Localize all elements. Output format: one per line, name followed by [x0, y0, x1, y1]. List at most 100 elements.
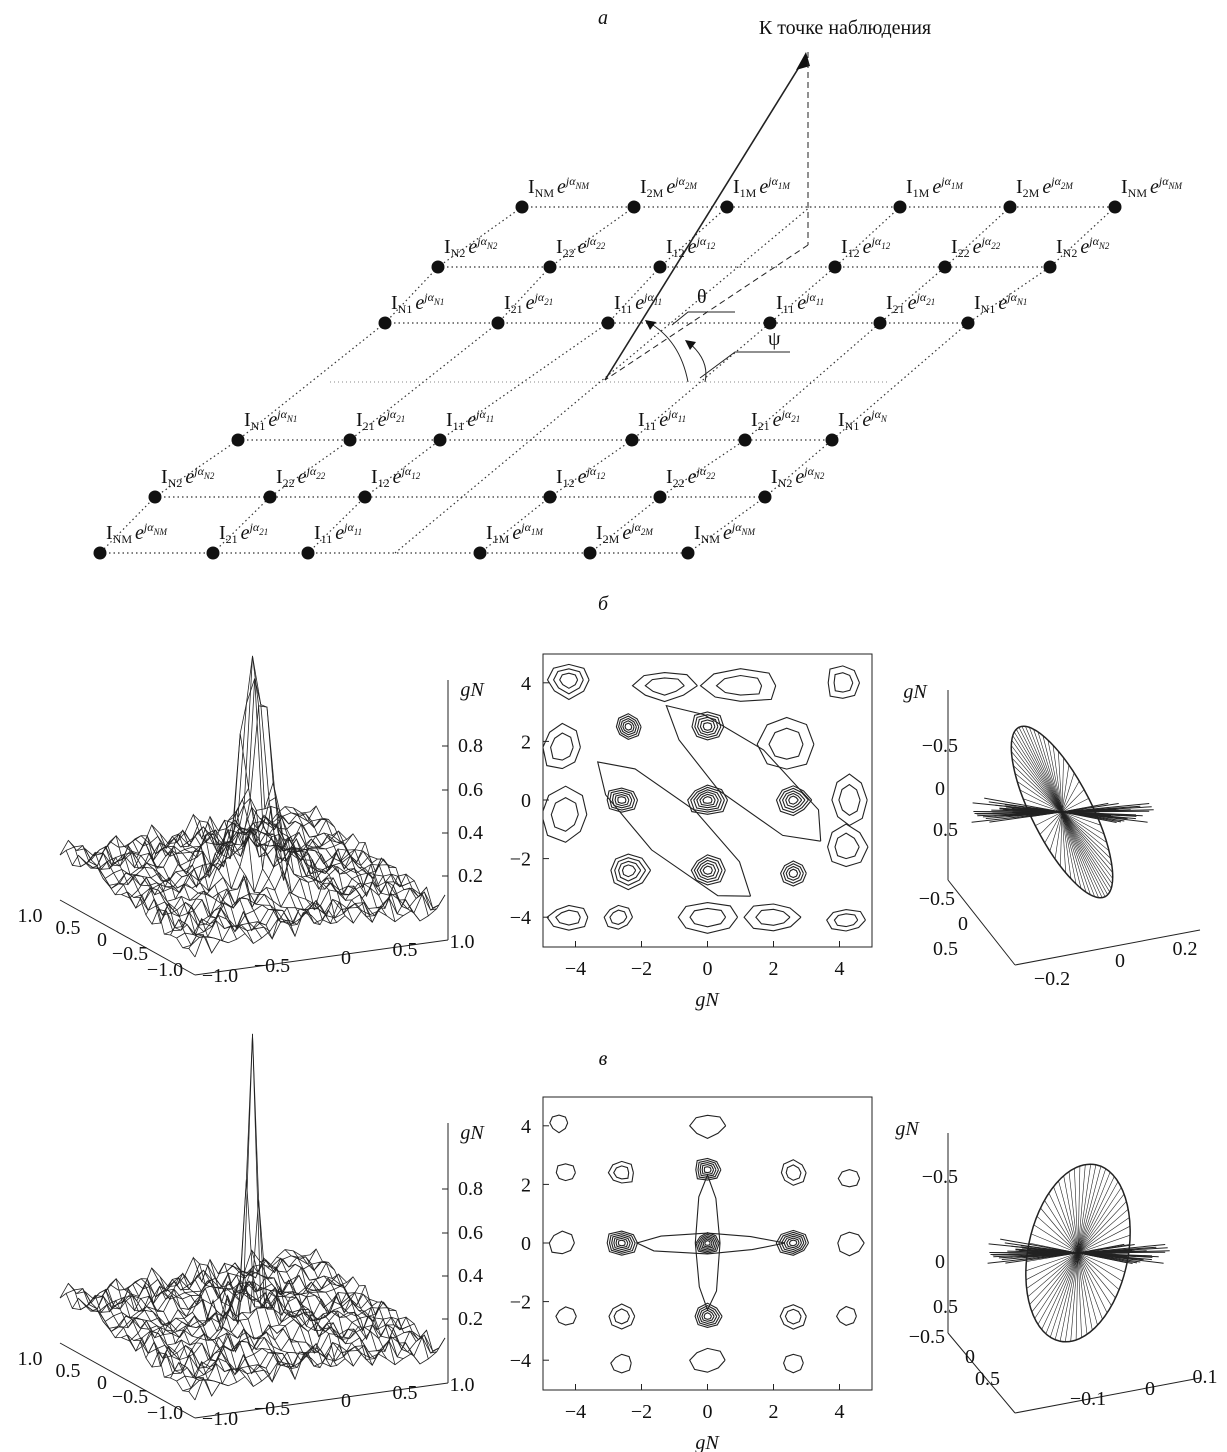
- contour-line: [704, 1313, 711, 1320]
- array-element: [94, 547, 107, 560]
- phase-index: 21: [791, 414, 800, 424]
- phase-symbol: jα: [585, 234, 597, 248]
- exp-symbol: e: [622, 522, 631, 544]
- y-tick-label: 4: [521, 1116, 531, 1138]
- pattern-mesh: [1062, 812, 1112, 884]
- phase-symbol: jα: [474, 407, 486, 421]
- current-index: 21: [758, 419, 770, 433]
- element-label: INMejαNM: [528, 174, 590, 200]
- current-index: 21: [893, 302, 905, 316]
- leader-line: [700, 352, 790, 378]
- array-element: [1004, 201, 1017, 214]
- contour-line: [777, 786, 812, 816]
- exp-symbol: e: [908, 292, 917, 314]
- front-tick-label: −0.2: [1034, 968, 1070, 990]
- x-tick-label: 4: [835, 1401, 845, 1423]
- current-index: 21: [511, 302, 523, 316]
- contour-line: [703, 723, 712, 731]
- phase-index: NM: [575, 181, 590, 191]
- array-element: [359, 491, 372, 504]
- array-element: [344, 434, 357, 447]
- contour-line: [549, 1231, 574, 1254]
- contour-line: [609, 1304, 635, 1329]
- current-index: NM: [701, 532, 721, 546]
- contour-line: [786, 867, 800, 881]
- current-symbol: I: [444, 236, 451, 258]
- current-index: 11: [621, 302, 633, 316]
- phase-symbol: jα: [695, 464, 707, 478]
- contour-line: [757, 718, 814, 770]
- element-label: INMejαNM: [694, 520, 756, 546]
- phase-symbol: jα: [870, 234, 882, 248]
- contour-line: [554, 669, 584, 694]
- contour-line: [556, 1164, 575, 1181]
- current-symbol: I: [974, 292, 981, 314]
- phase-symbol: jα: [400, 464, 412, 478]
- array-element: [1044, 261, 1057, 274]
- exp-symbol: e: [512, 522, 521, 544]
- exp-symbol: e: [557, 176, 566, 198]
- contour-line: [838, 1170, 859, 1187]
- current-symbol: I: [694, 522, 701, 544]
- contour-line: [786, 1165, 801, 1180]
- surface-mesh: [293, 1251, 428, 1359]
- contour-line: [542, 786, 587, 842]
- phase-symbol: jα: [673, 174, 685, 188]
- phase-symbol: jα: [385, 407, 397, 421]
- current-index: 12: [848, 246, 860, 260]
- current-symbol: I: [556, 466, 563, 488]
- contour-line: [610, 790, 635, 810]
- phase-index: 1M: [531, 527, 544, 537]
- contour-line: [614, 1309, 629, 1324]
- element-label: INMejαNM: [1121, 174, 1183, 200]
- front-tick-label: 0.1: [1193, 1366, 1218, 1388]
- z-tick-label: 0.8: [458, 735, 483, 757]
- contour-line: [690, 908, 726, 926]
- current-index: 2M: [1023, 186, 1040, 200]
- contour-line: [701, 669, 776, 702]
- current-index: 1M: [740, 186, 757, 200]
- exp-symbol: e: [468, 236, 477, 258]
- current-index: 21: [363, 419, 375, 433]
- contour-line: [560, 673, 578, 688]
- phase-index: 11: [816, 297, 824, 307]
- figure: а К точке наблюдения θ ψ б в INMejαNMI2M…: [0, 0, 1227, 1452]
- z-tick-label: 0: [935, 1251, 945, 1273]
- front-tick-label: −1.0: [202, 1408, 238, 1430]
- pattern-mesh: [1014, 732, 1062, 812]
- current-symbol: I: [638, 409, 645, 431]
- element-label: I22ejα22: [276, 464, 326, 490]
- exp-symbol: e: [298, 466, 307, 488]
- array-element: [149, 491, 162, 504]
- element-label: I12ejα12: [841, 234, 891, 260]
- phase-index: N1: [1016, 297, 1028, 307]
- array-element: [602, 317, 615, 330]
- element-label: I21ejα21: [751, 407, 800, 433]
- exp-symbol: e: [135, 522, 144, 544]
- front-tick-label: 1.0: [450, 931, 475, 953]
- current-symbol: I: [556, 236, 563, 258]
- contour-line: [834, 673, 853, 692]
- array-element: [764, 317, 777, 330]
- exp-symbol: e: [688, 466, 697, 488]
- contour-line: [834, 914, 857, 927]
- exp-symbol: e: [578, 466, 587, 488]
- element-label: IN2ejαN2: [161, 464, 215, 490]
- front-tick-label: −0.1: [1070, 1388, 1106, 1410]
- exp-symbol: e: [1080, 236, 1089, 258]
- element-label: I11ejα11: [446, 407, 494, 433]
- contour-line: [789, 869, 798, 877]
- phase-symbol: jα: [629, 520, 641, 534]
- contour-line: [703, 866, 712, 874]
- y-tick-label: 0: [521, 1233, 531, 1255]
- pattern-mesh: [1012, 740, 1062, 812]
- pattern-mesh: [1037, 1216, 1078, 1253]
- phase-symbol: jα: [730, 520, 742, 534]
- exp-symbol: e: [998, 292, 1007, 314]
- surface-mesh: [134, 1200, 384, 1346]
- contour-line: [607, 788, 637, 812]
- element-label: IN1ejαN1: [244, 407, 297, 433]
- contour-line: [769, 728, 803, 759]
- array-element: [654, 261, 667, 274]
- element-label: IN1ejαN: [838, 407, 888, 433]
